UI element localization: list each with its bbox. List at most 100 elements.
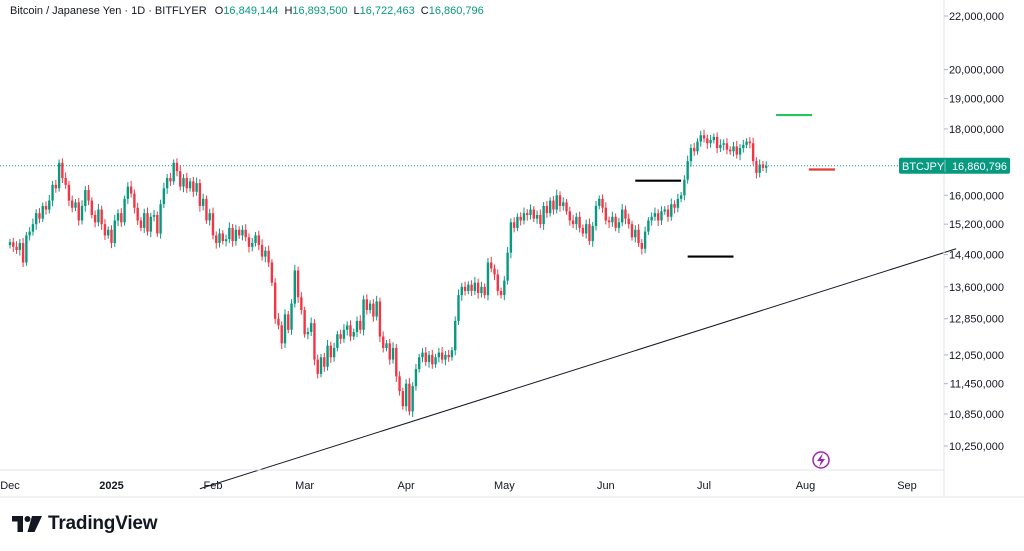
candle [660, 206, 663, 225]
candle-body [683, 179, 686, 196]
candle-body [751, 143, 755, 162]
candle [493, 264, 496, 281]
candle-body [637, 229, 640, 243]
candle [686, 155, 689, 184]
candle [44, 201, 48, 215]
candle [316, 354, 319, 379]
candle [208, 208, 211, 226]
candle [522, 207, 526, 225]
candle [218, 228, 221, 248]
candle [506, 247, 509, 285]
candle-body [126, 186, 130, 199]
candle [120, 208, 123, 227]
candle-body [306, 332, 310, 335]
candle-body [221, 233, 224, 242]
candle-body [653, 213, 657, 217]
candle-body [313, 323, 316, 360]
symbol-legend: Bitcoin / Japanese Yen · 1D · BITFLYER O… [10, 5, 487, 17]
candle [404, 379, 408, 412]
candle-body [359, 320, 362, 330]
candle-body [332, 347, 336, 358]
time-tick-label: Feb [203, 480, 222, 492]
candle [237, 226, 241, 239]
candle-body [260, 244, 264, 257]
candle [228, 222, 231, 244]
candle [323, 352, 326, 372]
candle-body [584, 224, 588, 234]
candle-body [758, 164, 761, 173]
candle [758, 159, 761, 178]
candle-body [722, 143, 725, 145]
candle [440, 346, 444, 364]
time-tick-label: Mar [295, 480, 314, 492]
candle [359, 315, 362, 334]
candle [647, 217, 650, 236]
candle-body [48, 200, 51, 210]
candle [136, 202, 139, 225]
candle [57, 159, 61, 192]
candle [107, 226, 110, 239]
candle-body [123, 198, 126, 223]
candle-body [496, 274, 499, 291]
candle [598, 195, 601, 210]
time-tick-label: Aug [796, 480, 816, 492]
last-price-label: 16,860,796 [952, 161, 1007, 173]
candle [113, 214, 116, 247]
candle [408, 378, 411, 416]
candle-body [133, 193, 136, 208]
candle-body [90, 200, 94, 215]
candle [624, 205, 627, 225]
candle [38, 208, 41, 224]
candle [332, 342, 336, 362]
candle-body [267, 250, 270, 263]
candle [467, 281, 470, 295]
candle-body [355, 320, 359, 333]
candle [418, 353, 421, 373]
candle-body [336, 334, 339, 348]
candle [270, 259, 274, 287]
candle-body [745, 141, 748, 145]
open-value: 16,849,144 [223, 5, 279, 17]
candle [80, 200, 84, 225]
candle-body [679, 195, 683, 199]
candle [391, 342, 395, 364]
candle-body [765, 165, 768, 168]
candle-body [571, 220, 575, 225]
candle [617, 217, 621, 233]
candle-body [179, 171, 182, 187]
candle [345, 321, 349, 336]
candle-body [12, 242, 15, 247]
candle-body [614, 216, 617, 228]
candle [123, 195, 126, 226]
candle [735, 140, 738, 159]
candle [388, 338, 391, 365]
candle [663, 206, 666, 215]
candle [293, 264, 297, 308]
candle [159, 199, 162, 239]
candle [280, 321, 283, 350]
candle [434, 353, 437, 368]
candle-body [689, 148, 693, 162]
candle-body [139, 220, 143, 228]
candle-body [480, 286, 483, 294]
candle-body [149, 216, 152, 232]
candle-body [143, 213, 146, 228]
candle-body [601, 198, 604, 208]
candle [470, 280, 473, 297]
candle [25, 232, 28, 266]
candle [450, 346, 454, 361]
candle-body [8, 242, 12, 246]
close-key: C [420, 5, 429, 17]
candle [591, 222, 594, 247]
candle-body [273, 282, 277, 319]
candle-body [434, 357, 437, 365]
candle-body [15, 246, 18, 250]
tradingview-logo[interactable]: TradingView [12, 513, 158, 535]
lightning-icon[interactable] [812, 451, 830, 469]
candle [18, 239, 22, 256]
candle [306, 327, 310, 340]
candle [601, 194, 604, 213]
candle [565, 199, 568, 215]
candle-body [264, 250, 267, 257]
